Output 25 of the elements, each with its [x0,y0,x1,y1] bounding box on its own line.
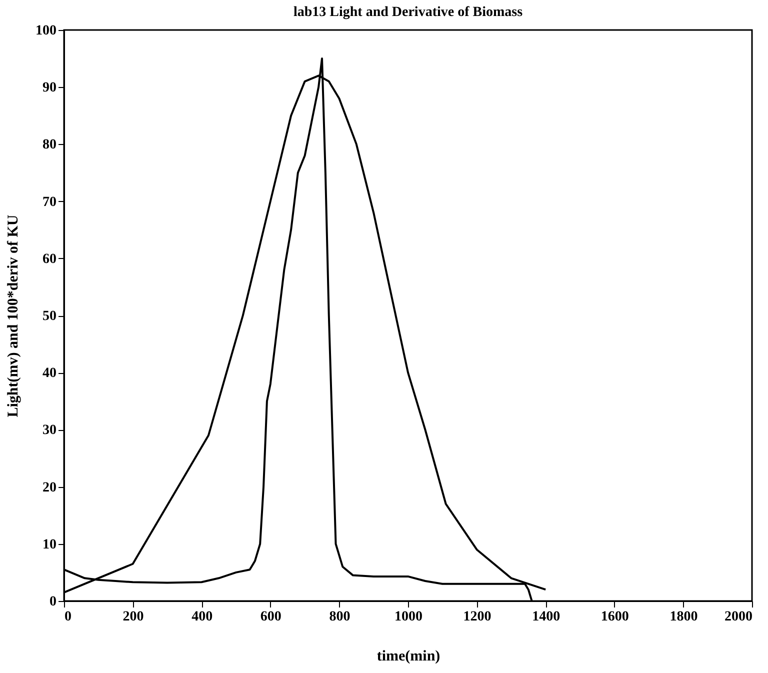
y-tick-label: 30 [42,423,56,438]
x-tick-label: 1000 [394,610,422,624]
y-tick-label: 60 [42,252,56,267]
x-tick-label: 0 [64,610,72,624]
y-tick-label: 80 [42,138,56,153]
y-tick-label: 90 [42,80,56,96]
x-tick-label: 2000 [724,610,752,624]
y-tick-label: 100 [36,24,56,38]
x-tick-label: 800 [329,610,350,624]
chart-title: lab13 Light and Derivative of Biomass [293,5,524,20]
y-tick-label: 10 [42,537,56,552]
x-tick-label: 200 [122,610,144,624]
y-tick-label: 0 [50,594,56,610]
x-tick-label: 1800 [670,610,698,624]
y-tick-label: 70 [42,194,56,210]
y-tick-label: 20 [42,480,56,496]
x-tick-label: 1400 [532,610,560,624]
x-tick-label: 600 [260,610,282,624]
x-axis-title: time(min) [376,648,440,664]
x-tick-label: 1600 [600,610,629,624]
x-tick-label: 400 [192,610,213,624]
y-tick-label: 50 [42,309,56,324]
x-tick-label: 1200 [463,610,492,624]
y-axis-title: Light(mv) and 100*deriv of KU [6,214,22,418]
y-tick-label: 40 [42,366,56,382]
